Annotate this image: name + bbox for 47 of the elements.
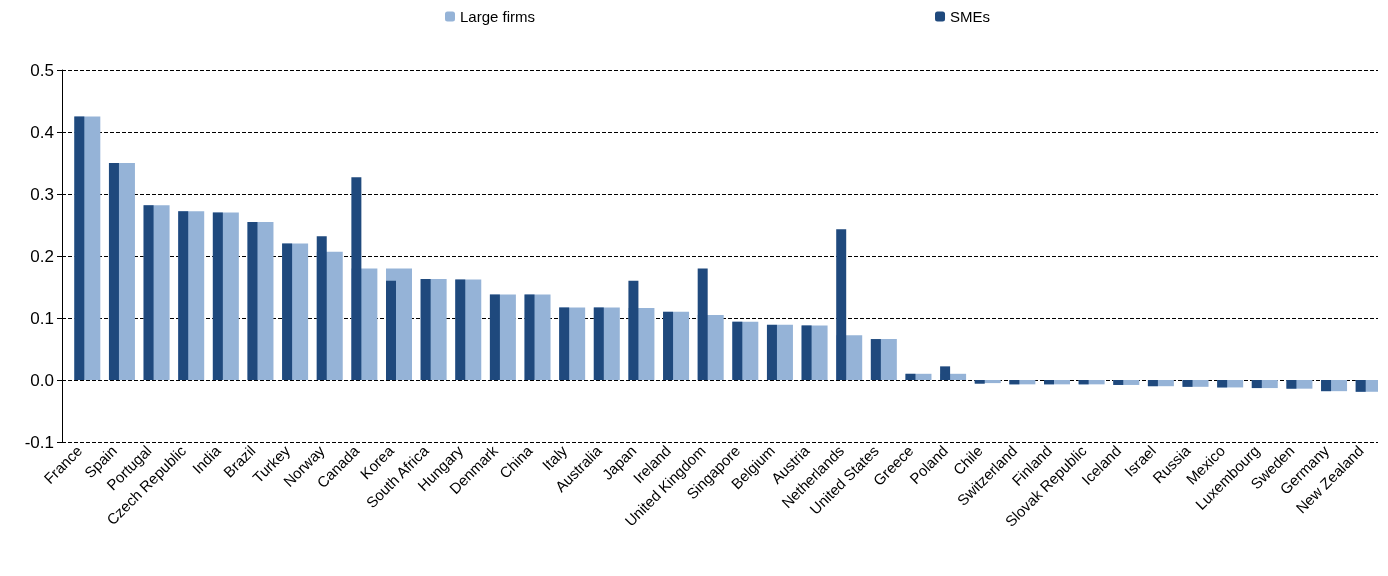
bar [1182,380,1193,387]
y-tick-label: -0.1 [24,432,54,452]
legend-label: Large firms [460,8,536,25]
bar [524,294,535,380]
bar [1286,380,1297,389]
bar [1147,380,1158,387]
bar [974,380,985,384]
bar [1321,380,1332,392]
bar [836,229,847,380]
bar [732,321,743,380]
bar [1044,380,1054,385]
y-tick-label: 0.1 [30,308,54,328]
legend-label: SMEs [950,8,991,25]
bar [420,278,431,380]
bar [870,339,881,380]
bar [940,366,951,380]
bar [386,280,396,380]
bar [1113,380,1124,385]
bar [316,236,327,380]
bar [143,205,154,380]
bar [108,163,119,380]
bar [559,307,570,380]
bar [74,116,85,380]
bar [351,177,362,380]
bar [663,311,674,380]
y-tick-label: 0.3 [30,184,54,204]
bar [455,279,466,380]
bar [697,268,708,380]
bar [766,324,777,380]
bar [282,243,293,380]
y-tick-label: 0.2 [30,246,54,266]
y-tick-label: 0.0 [30,370,54,390]
bar [489,294,500,380]
bar [1355,380,1366,392]
bar [1078,380,1089,385]
bar [178,211,189,380]
bar [905,373,916,380]
bar [1217,380,1228,388]
bar [1251,380,1262,389]
y-tick-label: 0.5 [30,60,54,80]
bar [212,212,223,380]
bar [593,307,604,380]
y-tick-label: 0.4 [30,122,54,142]
bar [1009,380,1020,385]
bar [801,325,812,380]
bar [628,280,639,380]
bar [247,221,258,380]
